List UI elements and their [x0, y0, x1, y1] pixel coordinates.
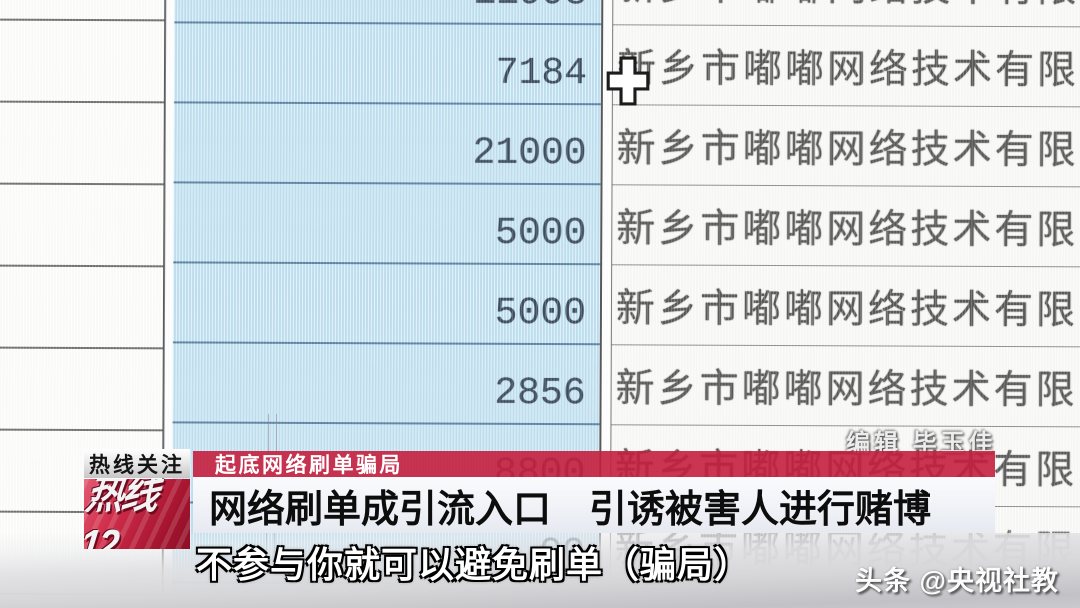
program-logo-text: 热线12 [84, 479, 161, 549]
empty-cell [0, 184, 164, 268]
amount-cell: 2856 [172, 343, 600, 426]
cell-cursor-icon [606, 55, 650, 107]
topic-strip: 起底网络刷单骗局 [193, 451, 995, 477]
photo-artifact-line [268, 414, 277, 454]
empty-cell [0, 102, 164, 186]
company-cell: 新乡市嘟嘟网络技术有限 [611, 265, 1080, 348]
amount-cell: 21000 [173, 103, 601, 186]
company-cell: 新乡市嘟嘟网络技术有限 [613, 0, 1080, 28]
speech-subtitle: 不参与你就可以避免刷单（骗局） [196, 544, 752, 585]
amount-cell: 7184 [173, 23, 602, 106]
program-badge: 热线关注 [84, 449, 190, 478]
channel-watermark: 头条 @央视社教 [855, 566, 1059, 596]
empty-cell [0, 266, 164, 350]
company-cell: 新乡市嘟嘟网络技术有限 [612, 105, 1080, 188]
empty-cell [0, 20, 165, 104]
empty-cell [0, 594, 162, 608]
program-logo: 热线12 [84, 479, 190, 549]
amount-cell: 5000 [172, 263, 601, 346]
company-cell: 新乡市嘟嘟网络技术有限 [611, 345, 1080, 428]
amount-cell: 11998 [174, 0, 602, 26]
company-cell: 新乡市嘟嘟网络技术有限 [612, 25, 1080, 108]
company-cell: 新乡市嘟嘟网络技术有限 [612, 185, 1080, 268]
empty-cell [0, 348, 163, 432]
empty-cell [0, 0, 165, 22]
headline-banner: 网络刷单成引流入口 引诱被害人进行赌博 [193, 477, 995, 533]
amount-cell: 5000 [173, 183, 601, 266]
